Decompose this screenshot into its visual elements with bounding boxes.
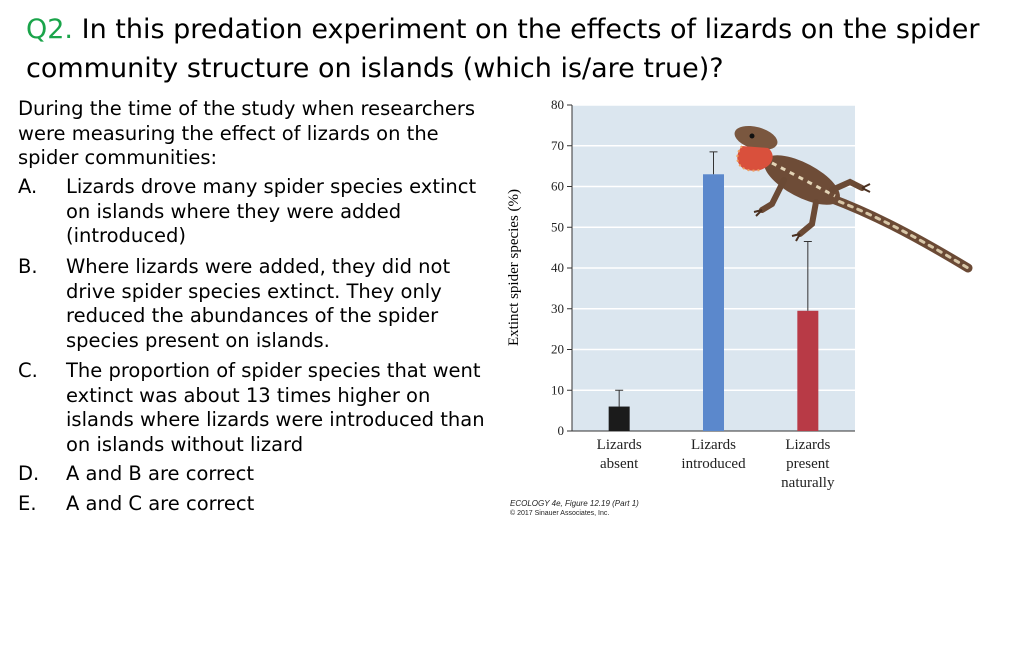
question-number: Q2. xyxy=(26,14,74,45)
y-tick-label: 50 xyxy=(551,219,564,234)
y-tick-label: 80 xyxy=(551,97,564,112)
y-tick-label: 40 xyxy=(551,260,564,275)
option-a-text: Lizards drove many spider species extinc… xyxy=(66,175,477,247)
bar xyxy=(608,406,630,431)
y-tick-label: 30 xyxy=(551,301,564,316)
option-e-text: A and C are correct xyxy=(66,492,255,515)
option-d-text: A and B are correct xyxy=(66,462,255,485)
question-intro: During the time of the study when resear… xyxy=(18,97,476,169)
credit-figure: ECOLOGY 4e, Figure 12.19 (Part 1) xyxy=(510,499,639,508)
question-title: Q2. In this predation experiment on the … xyxy=(26,10,986,88)
x-tick-label: Lizards absent xyxy=(597,437,642,472)
x-tick-label: Lizards introduced xyxy=(681,437,746,472)
chart-ylabel: Extinct spider species (%) xyxy=(506,188,522,346)
y-tick-label: 70 xyxy=(551,138,564,153)
y-tick-label: 0 xyxy=(558,423,565,438)
option-c-letter: C. xyxy=(18,359,38,382)
option-c-text: The proportion of spider species that we… xyxy=(66,359,485,456)
option-a-letter: A. xyxy=(18,175,38,198)
credit-copyright: © 2017 Sinauer Associates, Inc. xyxy=(510,510,610,517)
question-text: In this predation experiment on the effe… xyxy=(26,14,980,84)
bar xyxy=(797,310,819,431)
option-b-letter: B. xyxy=(18,255,38,278)
option-e-letter: E. xyxy=(18,492,37,515)
y-tick-label: 10 xyxy=(551,382,564,397)
bar xyxy=(703,174,724,431)
option-d-letter: D. xyxy=(18,462,40,485)
extinction-bar-chart: 0 10 20 30 40 50 60 70 80 Lizards absent Lizards int… xyxy=(551,97,855,491)
y-tick-label: 60 xyxy=(551,179,564,194)
option-b-text: Where lizards were added, they did not d… xyxy=(66,255,451,352)
lizard-icon xyxy=(734,125,973,273)
y-tick-label: 20 xyxy=(551,342,564,357)
x-tick-label: Lizards present naturally xyxy=(781,437,835,491)
figure-credit: ECOLOGY 4e, Figure 12.19 (Part 1) © 2017… xyxy=(510,499,639,519)
